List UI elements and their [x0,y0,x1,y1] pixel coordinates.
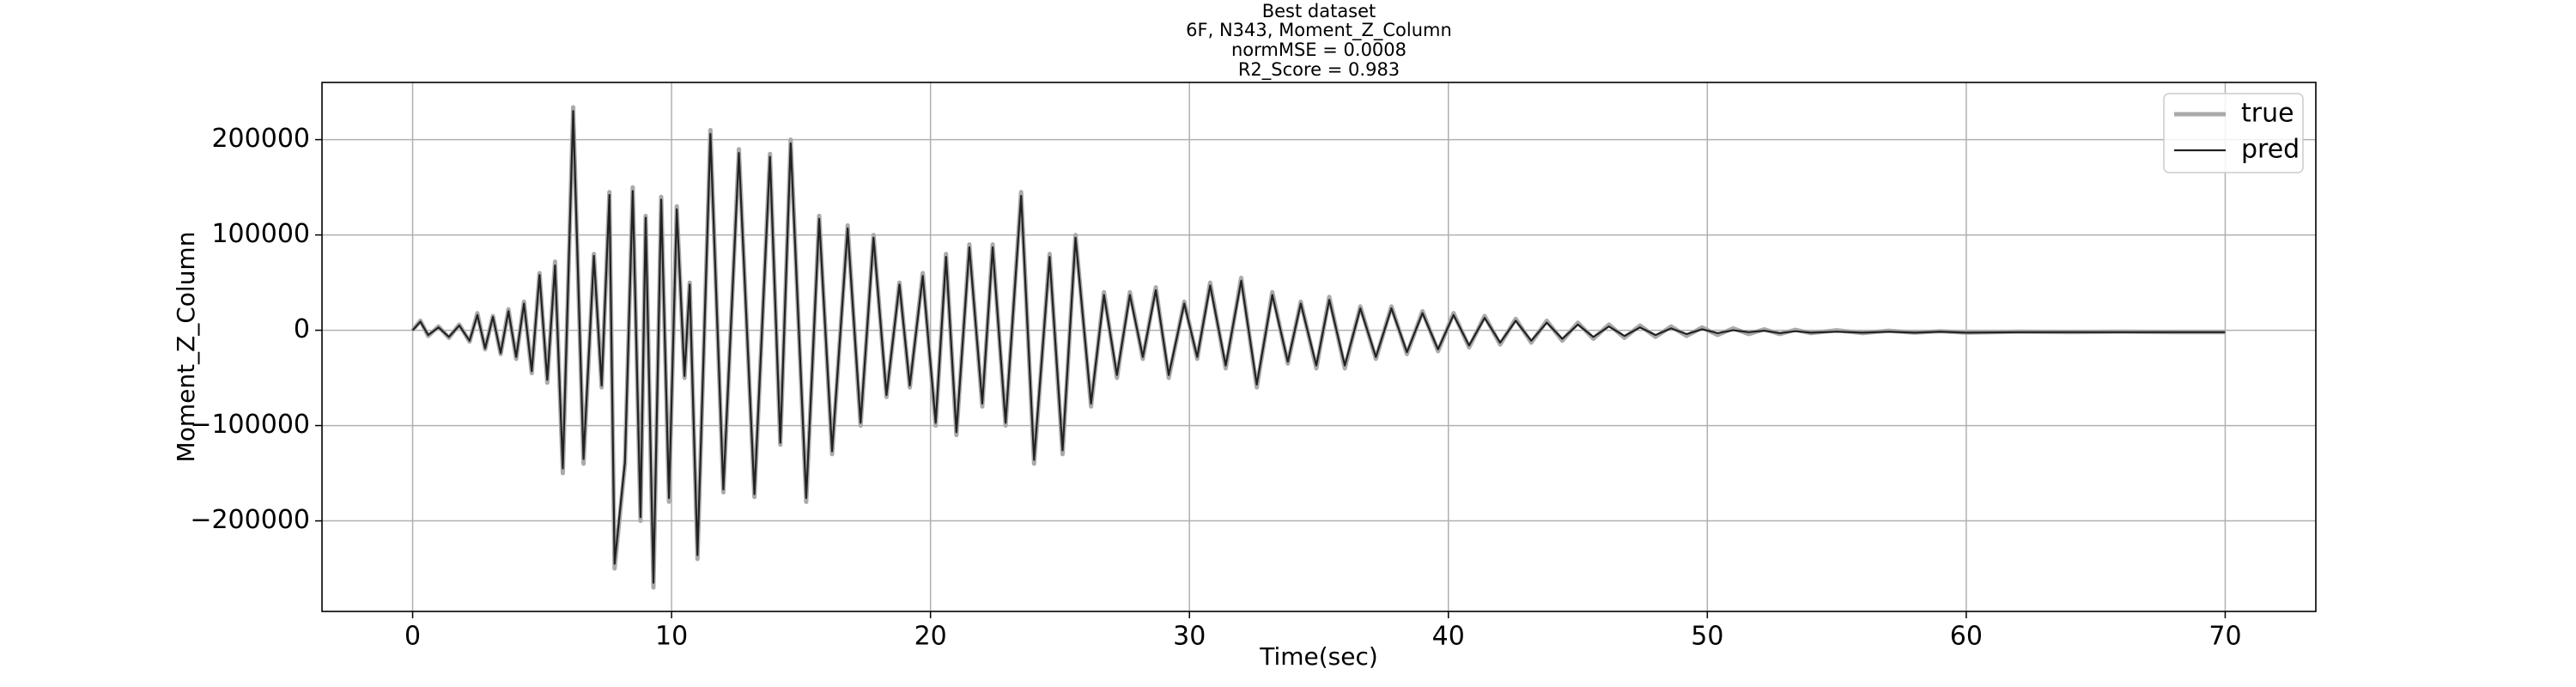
series-line [411,110,2226,584]
y-tick-label: 0 [294,314,310,344]
y-tick-label: −200000 [190,505,310,535]
legend-label: true [2241,99,2294,129]
x-tick-label: 10 [655,622,688,652]
y-tick-label: 100000 [211,219,310,249]
chart-subtitle: R2_Score = 0.983 [1238,59,1400,81]
chart-subtitle: normMSE = 0.0008 [1231,40,1406,60]
y-axis-label: Moment_Z_Column [172,232,200,463]
x-tick-label: 60 [1950,622,1983,652]
x-tick-label: 0 [404,622,421,652]
x-tick-label: 40 [1432,622,1465,652]
y-tick-label: 200000 [211,124,310,154]
chart-title: Best dataset [1262,1,1376,21]
x-tick-label: 50 [1691,622,1723,652]
plot-lines [410,105,2226,590]
ticks: 0 10 20 30 40 50 60 70 −200000 −100000 0 100000 2000… [190,124,2241,651]
legend-label: pred [2241,135,2300,165]
chart-subtitle: 6F, N343, Moment_Z_Column [1186,20,1452,41]
plot-frame [321,82,2317,612]
x-axis-label: Time(sec) [1259,642,1378,671]
grid [322,82,2316,611]
x-tick-label: 30 [1173,622,1206,652]
x-tick-label: 70 [2208,622,2241,652]
x-tick-label: 20 [914,622,947,652]
y-tick-label: −100000 [190,410,310,440]
legend: true pred [2163,93,2304,173]
